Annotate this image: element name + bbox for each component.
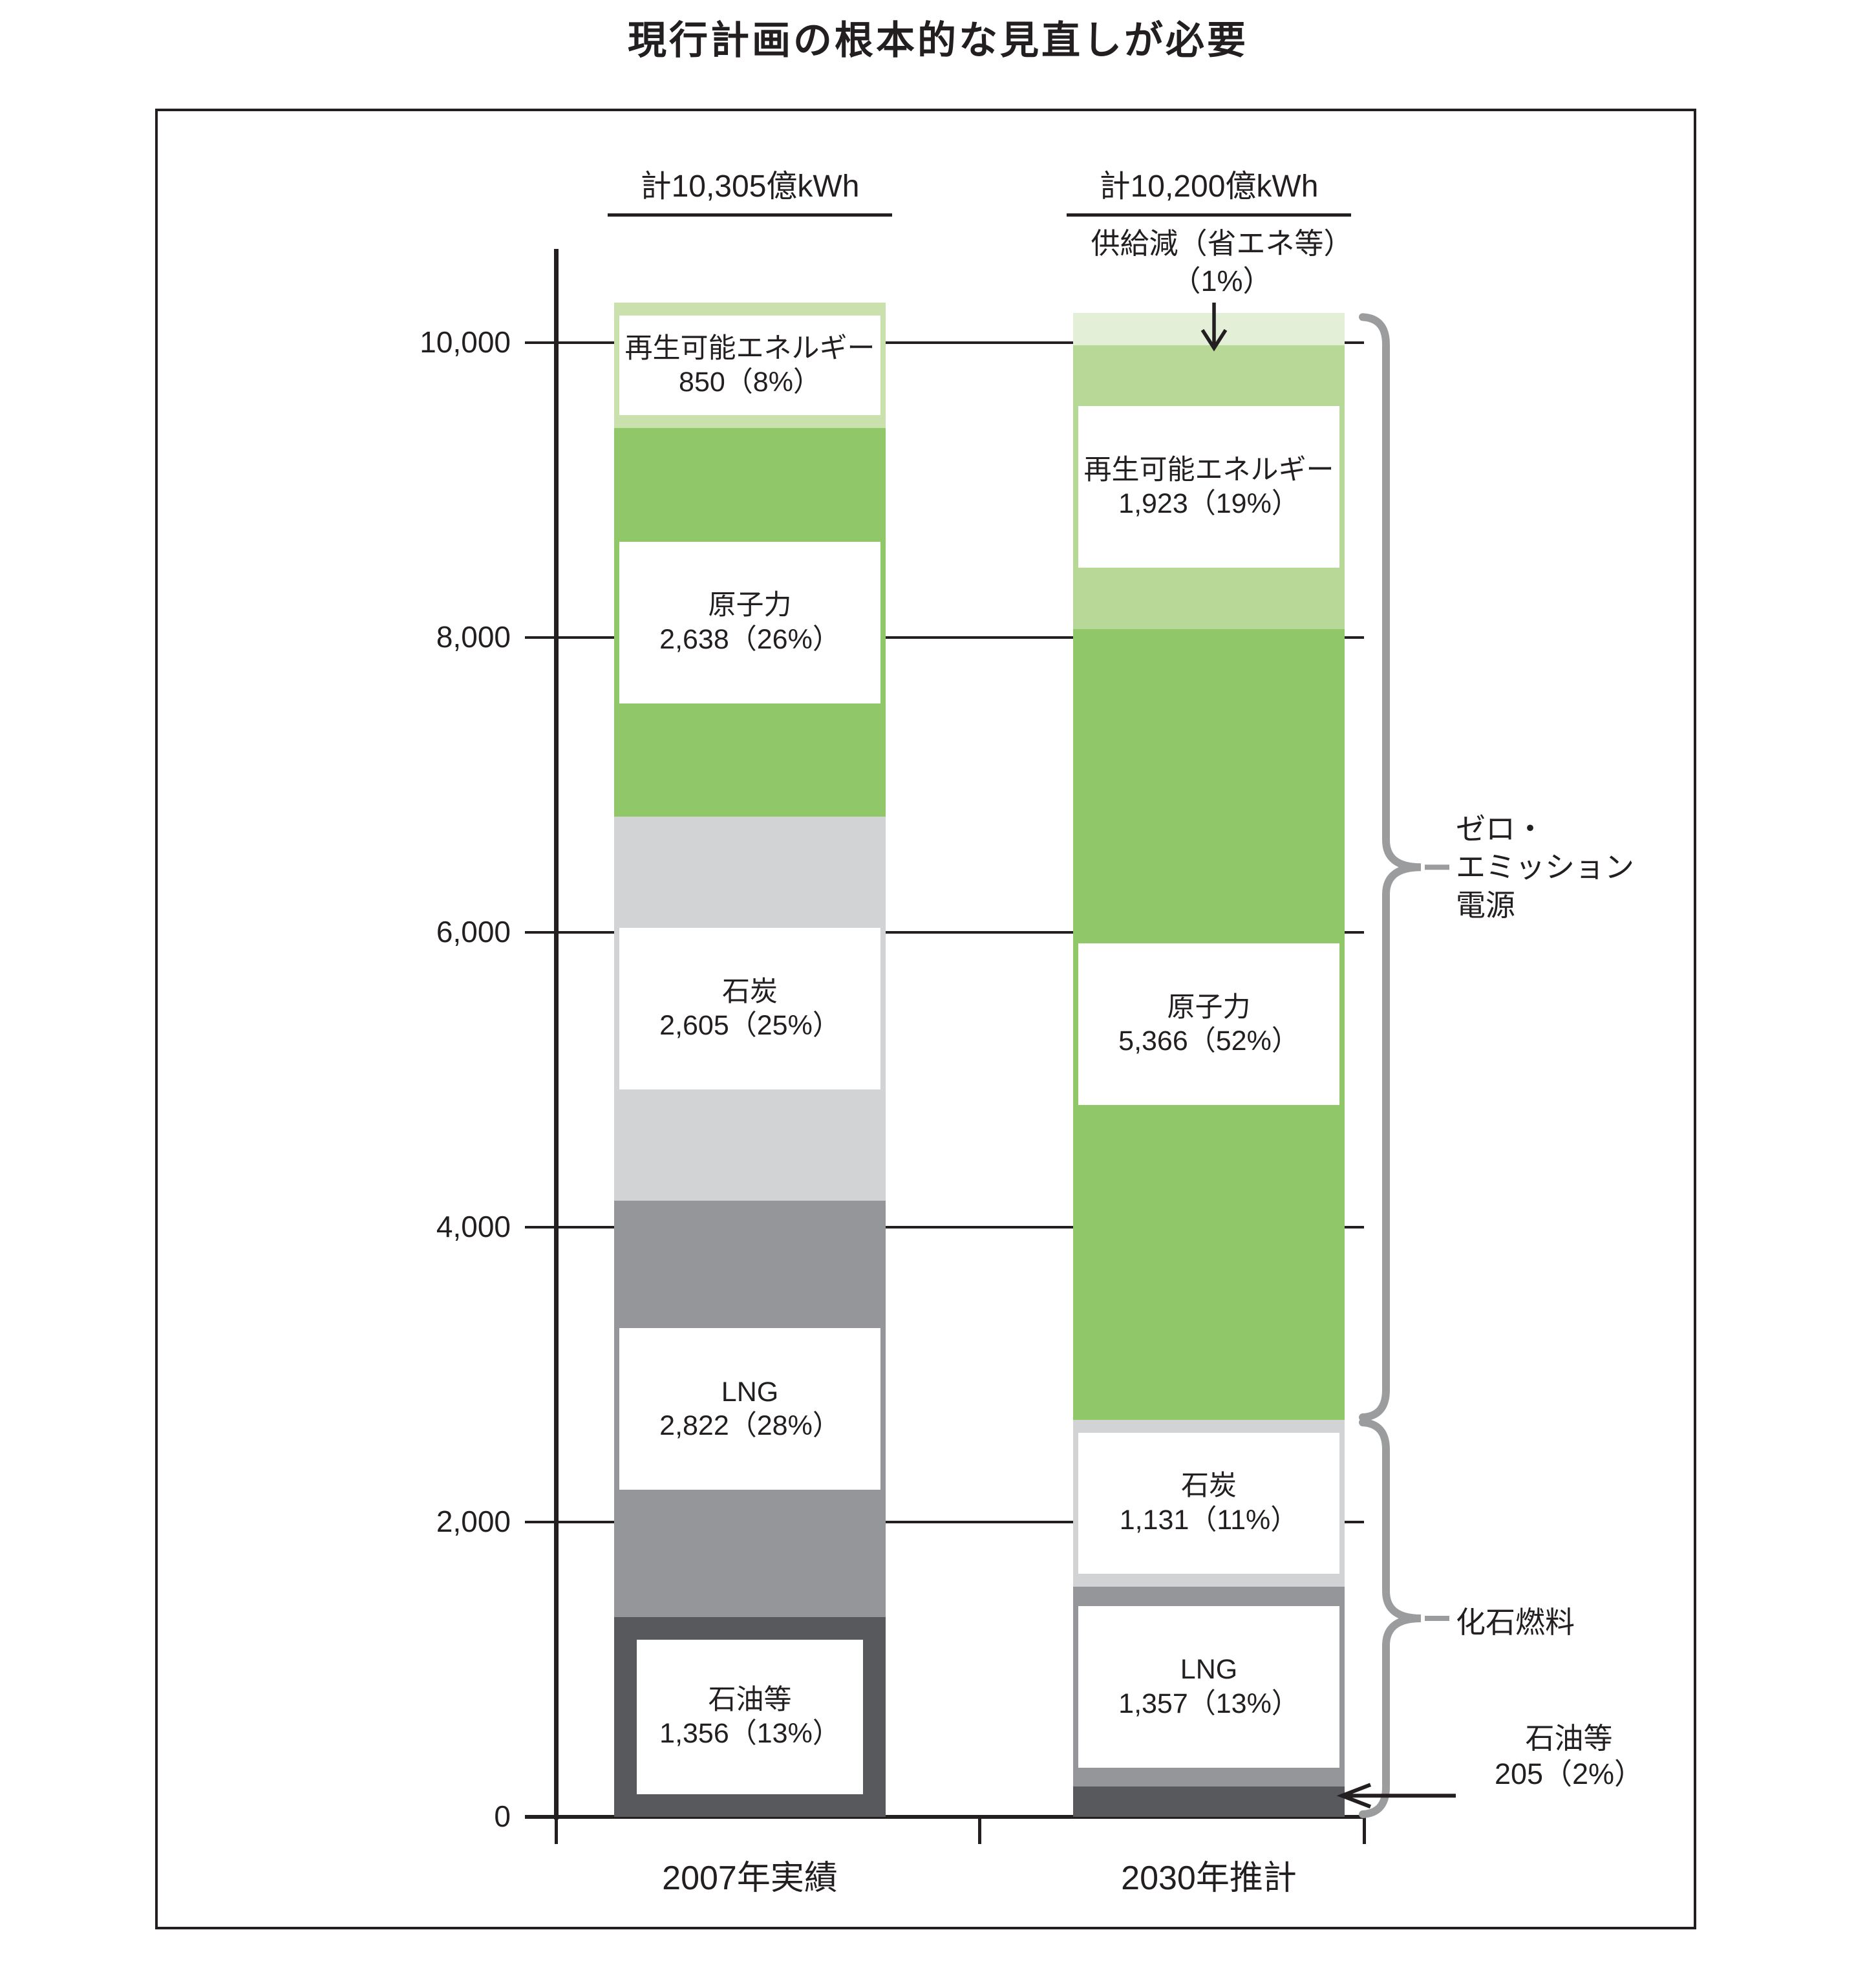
zero-emission-label: ゼロ・ エミッション 電源 [1456,810,1634,925]
segment-name: 再生可能エネルギー [624,332,875,364]
gridline-4,000 [525,1226,1364,1228]
segment-name: LNG [721,1376,779,1408]
x-axis-tick-1 [978,1817,981,1844]
segment-value: 850（8%） [679,367,821,398]
zero-emission-label-line3: 電源 [1456,888,1515,922]
supply-reduction-pct: （1%） [1171,264,1272,297]
oil-callout: 石油等 205（2%） [1462,1721,1676,1792]
gridline-10,000 [525,341,1364,344]
bar-segment-石油等 [1073,1786,1345,1817]
segment-value: 2,605（25%） [659,1010,840,1042]
chart-frame [155,109,1696,1929]
x-axis-tick-0 [555,1817,558,1844]
segment-label-box-再生可能エネルギー: 再生可能エネルギー 1,923（19%） [1078,406,1339,568]
segment-name: 再生可能エネルギー [1083,454,1334,486]
segment-name: 石炭 [722,976,778,1007]
ytick-label-2,000: 2,000 [436,1505,511,1538]
gridline-2,000 [525,1521,1364,1523]
segment-name: 石油等 [708,1684,792,1715]
ytick-label-6,000: 6,000 [436,915,511,949]
segment-label-box-LNG: LNG 2,822（28%） [619,1328,880,1490]
x-axis-tick-2 [1363,1817,1366,1844]
segment-name: 石炭 [1181,1470,1237,1502]
segment-label-box-石炭: 石炭 2,605（25%） [619,928,880,1090]
chart-title: 現行計画の根本的な見直しが必要 [628,19,1248,62]
segment-label-box-再生可能エネルギー: 再生可能エネルギー 850（8%） [619,316,880,415]
segment-name: 原子力 [1167,991,1251,1023]
ytick-label-4,000: 4,000 [436,1210,511,1243]
gridline-6,000 [525,931,1364,934]
category-label-2007年実績: 2007年実績 [662,1860,838,1897]
total-label-2030年推計: 計10,200億kWh [1067,160,1351,217]
segment-label-box-原子力: 原子力 2,638（26%） [619,541,880,703]
total-label-2007年実績: 計10,305億kWh [608,160,892,217]
y-axis-line [554,249,559,1819]
segment-label-box-LNG: LNG 1,357（13%） [1078,1605,1339,1768]
fossil-fuel-label: 化石燃料 [1456,1605,1575,1639]
segment-value: 2,638（26%） [659,623,840,655]
segment-value: 1,357（13%） [1118,1688,1299,1719]
bar-segment-供給減（省エネ等） [1073,313,1345,346]
segment-value: 1,923（19%） [1118,488,1299,520]
category-label-2030年推計: 2030年推計 [1121,1860,1297,1897]
supply-reduction-text: 供給減（省エネ等） [1091,227,1353,260]
segment-value: 1,131（11%） [1119,1504,1299,1536]
zero-emission-label-line2: エミッション [1456,850,1634,885]
gridline-8,000 [525,636,1364,639]
segment-label-box-石炭: 石炭 1,131（11%） [1078,1432,1339,1574]
oil-callout-name: 石油等 [1525,1722,1613,1755]
oil-callout-value: 205（2%） [1494,1757,1644,1791]
ytick-label-8,000: 8,000 [436,620,511,654]
ytick-label-10,000: 10,000 [420,325,511,359]
supply-reduction-note: 供給減（省エネ等） （1%） [1047,225,1396,299]
segment-name: LNG [1180,1654,1238,1686]
segment-label-box-石油等: 石油等 1,356（13%） [637,1639,863,1794]
gridline-0 [525,1815,1364,1819]
segment-value: 1,356（13%） [659,1718,840,1750]
segment-value: 5,366（52%） [1118,1025,1299,1057]
ytick-label-0: 0 [494,1799,511,1833]
segment-name: 原子力 [708,590,792,621]
segment-label-box-原子力: 原子力 5,366（52%） [1078,943,1339,1106]
zero-emission-label-line1: ゼロ・ [1456,812,1545,846]
segment-value: 2,822（28%） [659,1410,840,1442]
